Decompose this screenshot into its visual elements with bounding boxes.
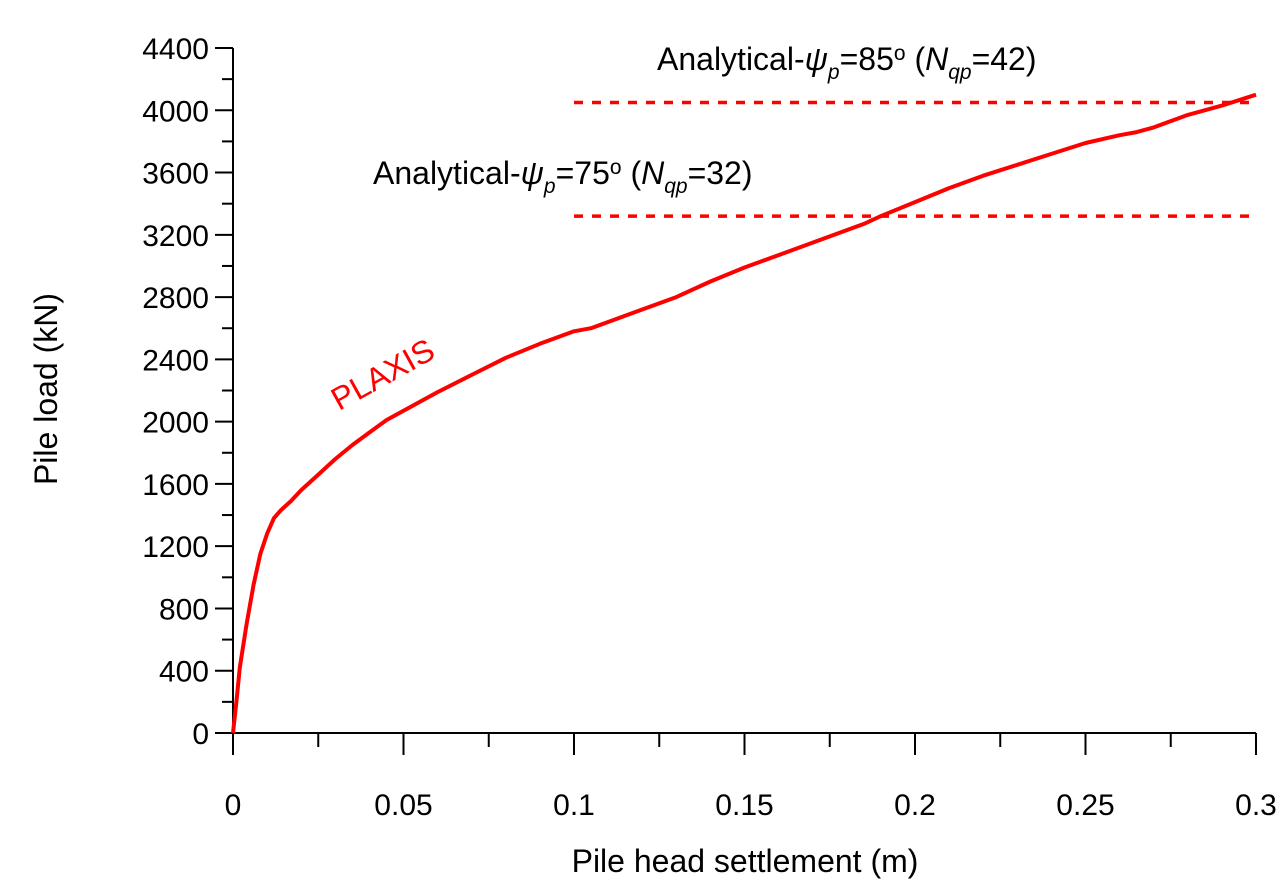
y-axis-title: Pile load (kN) xyxy=(28,293,64,485)
y-tick-label: 800 xyxy=(159,593,209,626)
y-tick-label: 4000 xyxy=(142,95,209,128)
x-tick-label: 0.1 xyxy=(553,789,595,822)
y-tick-label: 1600 xyxy=(142,469,209,502)
axes: 0 400 800 1200 1600 2000 2400 2800 3200 3600 4000 4… xyxy=(142,33,1277,822)
y-tick-label: 2400 xyxy=(142,344,209,377)
x-tick-label: 0.2 xyxy=(894,789,936,822)
y-tick-label: 0 xyxy=(192,718,209,751)
analytical-85-label: Analytical-ψp=85o (Nqp=42) xyxy=(657,41,1037,84)
x-axis-title: Pile head settlement (m) xyxy=(572,843,919,879)
y-tick-label: 2000 xyxy=(142,407,209,440)
series-layer xyxy=(231,92,1257,734)
y-tick-label: 3600 xyxy=(142,158,209,191)
plaxis-label: PLAXIS xyxy=(325,331,440,417)
x-tick-label: 0.25 xyxy=(1056,789,1114,822)
plaxis-curve xyxy=(231,92,1257,734)
x-tick-label: 0.3 xyxy=(1235,789,1277,822)
y-tick-label: 1200 xyxy=(142,531,209,564)
y-tick-label: 4400 xyxy=(142,33,209,66)
x-tick-label: 0 xyxy=(225,789,242,822)
x-tick-label: 0.15 xyxy=(715,789,773,822)
y-tick-label: 400 xyxy=(159,656,209,689)
analytical-75-label: Analytical-ψp=75o (Nqp=32) xyxy=(373,155,753,198)
y-tick-label: 2800 xyxy=(142,282,209,315)
y-tick-label: 3200 xyxy=(142,220,209,253)
x-tick-label: 0.05 xyxy=(374,789,432,822)
